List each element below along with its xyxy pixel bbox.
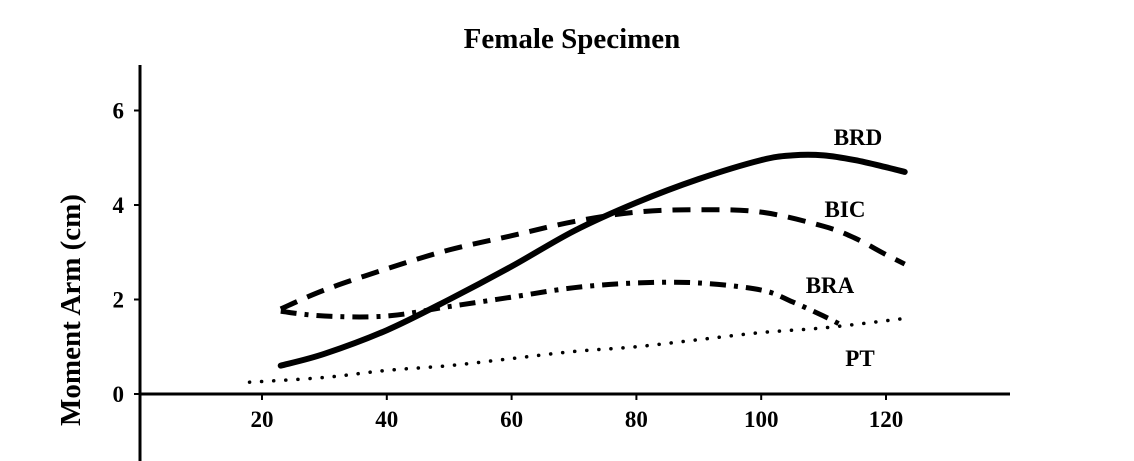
x-tick-label: 120 [869,407,904,432]
chart-title: Female Specimen [464,23,681,55]
y-tick-label: 6 [113,99,125,124]
series-label-bra: BRA [806,273,855,298]
x-tick-label: 80 [625,407,648,432]
x-tick-label: 20 [251,407,274,432]
y-tick-label: 2 [113,288,125,313]
series-line-bic [279,207,906,312]
y-axis-label: Moment Arm (cm) [55,194,87,426]
y-tick-label: 4 [113,193,125,218]
series-line-brd [277,151,908,369]
y-tick-label: 0 [113,382,125,407]
series-line-bra [280,279,844,328]
x-tick-label: 40 [375,407,398,432]
x-tick-label: 100 [744,407,779,432]
series-label-pt: PT [845,346,874,371]
series-label-brd: BRD [834,125,883,150]
x-tick-label: 60 [500,407,523,432]
series-line-pt [247,316,907,384]
series-label-bic: BIC [825,197,866,222]
